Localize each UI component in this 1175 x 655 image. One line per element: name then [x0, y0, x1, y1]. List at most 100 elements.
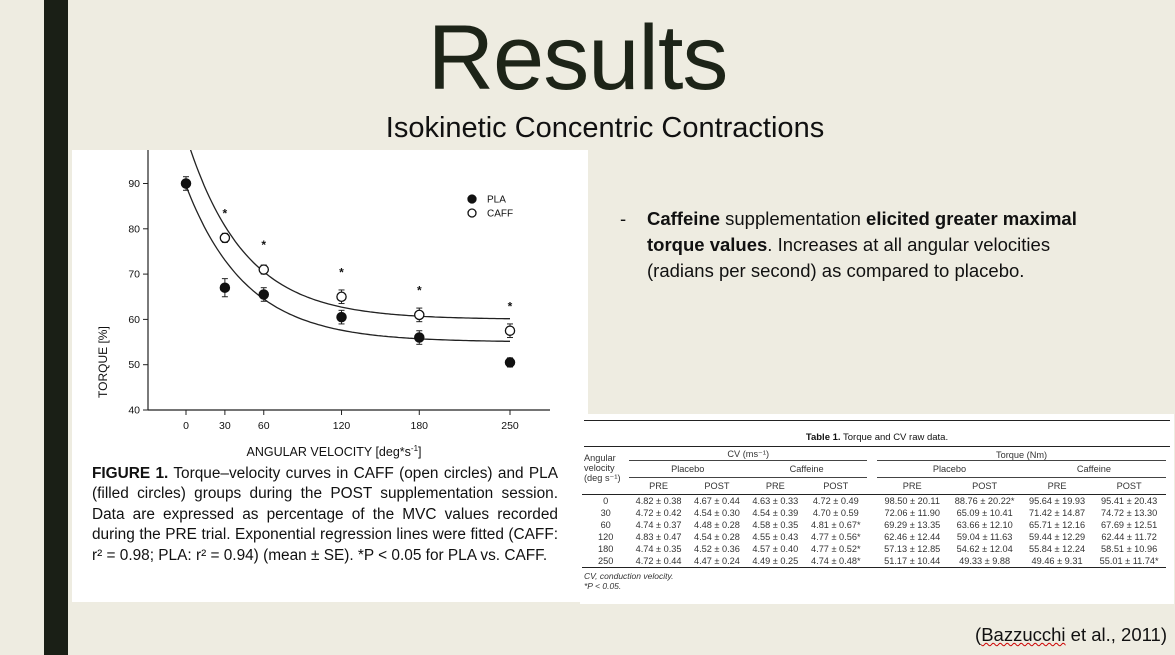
col-header-pre: PRE	[877, 477, 948, 495]
significance-star: *	[261, 238, 266, 252]
bullet-bold-elicited: elicited greater maximal torque values	[647, 208, 1077, 255]
value-cell: 4.82 ± 0.38	[635, 496, 682, 506]
value-cell: 51.17 ± 10.44	[877, 555, 948, 568]
y-tick-label: 80	[128, 223, 140, 235]
significance-star: *	[508, 299, 513, 313]
slide-title: Results	[427, 7, 729, 109]
fit-line-caff	[189, 150, 510, 320]
value-cell: 4.54 ± 0.39	[752, 508, 799, 518]
table-title: Table 1. Torque and CV raw data.	[584, 420, 1170, 447]
value-cell: 95.41 ± 20.43	[1101, 496, 1158, 506]
value-cell: 95.64 ± 19.93	[1029, 496, 1086, 506]
table-panel: Table 1. Torque and CV raw data. Angular…	[580, 414, 1174, 604]
velocity-cell: 60	[600, 520, 611, 530]
table-footnote: CV, conduction velocity. *P < 0.05.	[580, 571, 1174, 591]
value-cell: 4.52 ± 0.36	[693, 544, 740, 554]
table-row: 120 4.83 ± 0.47 4.54 ± 0.28 4.55 ± 0.43 4.77…	[582, 531, 1166, 543]
figure-caption-label: FIGURE 1.	[92, 465, 169, 482]
value-cell: 49.46 ± 9.31	[1021, 555, 1093, 568]
data-point-pla	[258, 289, 270, 300]
value-cell: 55.84 ± 12.24	[1029, 544, 1086, 554]
y-tick-label: 60	[128, 314, 140, 326]
value-cell: 55.01 ± 11.74*	[1092, 555, 1166, 568]
legend-marker-caff	[467, 208, 477, 218]
value-cell: 88.76 ± 20.22*	[954, 496, 1015, 506]
value-cell: 57.13 ± 12.85	[884, 544, 941, 554]
legend-label-caff: CAFF	[487, 209, 513, 220]
value-cell: 62.44 ± 11.72	[1101, 532, 1157, 542]
data-point-pla	[336, 311, 347, 323]
value-cell: 4.74 ± 0.37	[635, 520, 682, 530]
row-header-cell: Angular velocity (deg s⁻¹)	[582, 447, 630, 495]
data-point-pla	[414, 332, 425, 343]
figure-caption: FIGURE 1. Torque–velocity curves in CAFF…	[92, 464, 558, 566]
left-accent-bar	[44, 0, 68, 655]
subheader-torque-placebo: Placebo	[877, 460, 1022, 478]
x-tick-label: 60	[258, 420, 270, 432]
data-point-caff	[258, 264, 270, 275]
table-row: 60 4.74 ± 0.37 4.48 ± 0.28 4.58 ± 0.35 4.81 …	[582, 519, 1166, 531]
value-cell: 4.77 ± 0.52*	[811, 544, 861, 554]
value-cell: 98.50 ± 20.11	[884, 496, 940, 506]
slide-subtitle: Isokinetic Concentric Contractions	[385, 112, 825, 144]
col-header-pre: PRE	[746, 477, 805, 495]
x-tick-label: 180	[411, 420, 429, 432]
value-cell: 65.71 ± 12.16	[1029, 520, 1086, 530]
bullet-bold-caffeine: Caffeine	[647, 208, 720, 229]
table-row: 0 4.82 ± 0.38 4.67 ± 0.44 4.63 ± 0.33 4.72 ±…	[582, 495, 1166, 508]
significance-star: *	[417, 283, 422, 297]
value-cell: 4.83 ± 0.47	[635, 532, 682, 542]
torque-velocity-chart: 40506070809010011003060120180250 ****** …	[96, 150, 550, 459]
x-tick-label: 250	[501, 420, 519, 432]
value-cell: 59.04 ± 11.63	[956, 532, 1013, 542]
significance-star: *	[339, 265, 344, 279]
value-cell: 74.72 ± 13.30	[1101, 508, 1158, 518]
subheader-cv-caffeine: Caffeine	[746, 460, 868, 478]
citation-rest: et al., 2011)	[1065, 624, 1167, 645]
figure-panel: 40506070809010011003060120180250 ****** …	[72, 150, 588, 602]
data-point-pla	[219, 282, 231, 293]
value-cell: 4.48 ± 0.28	[693, 520, 740, 530]
velocity-cell: 0	[603, 496, 609, 506]
bullet-dash: -	[620, 208, 627, 229]
citation: (Bazzucchi et al., 2011)	[975, 624, 1167, 646]
row-header-line-1: Angular	[584, 453, 616, 463]
value-cell: 4.72 ± 0.44	[629, 555, 688, 568]
value-cell: 49.33 ± 9.88	[947, 555, 1022, 568]
value-cell: 4.63 ± 0.33	[752, 496, 799, 506]
data-point-pla	[504, 357, 516, 368]
value-cell: 67.69 ± 12.51	[1101, 520, 1158, 530]
value-cell: 62.46 ± 12.44	[884, 532, 941, 542]
subheader-cv-placebo: Placebo	[629, 460, 747, 478]
velocity-cell: 180	[598, 544, 614, 554]
value-cell: 4.81 ± 0.67*	[811, 520, 861, 530]
value-cell: 4.47 ± 0.24	[687, 555, 747, 568]
value-cell: 63.66 ± 12.10	[956, 520, 1013, 530]
bullet-text-2: . Increases at all angular velocities (r…	[647, 234, 1051, 281]
velocity-cell: 120	[598, 532, 614, 542]
value-cell: 4.55 ± 0.43	[752, 532, 799, 542]
value-cell: 4.77 ± 0.56*	[811, 532, 861, 542]
col-header-post: POST	[804, 477, 868, 495]
row-header-line-3: (deg s⁻¹)	[584, 473, 621, 483]
bullet-text-1: supplementation	[720, 208, 867, 229]
value-cell: 4.72 ± 0.49	[812, 496, 859, 506]
value-cell: 4.54 ± 0.30	[693, 508, 740, 518]
y-tick-label: 40	[128, 405, 140, 417]
value-cell: 4.67 ± 0.44	[693, 496, 740, 506]
row-header-line-2: velocity	[584, 463, 615, 473]
col-header-post: POST	[947, 477, 1022, 495]
data-point-caff	[219, 232, 231, 244]
x-tick-label: 0	[183, 420, 189, 432]
data-point-caff	[504, 325, 516, 336]
legend-label-pla: PLA	[487, 195, 506, 206]
table-row: 180 4.74 ± 0.35 4.52 ± 0.36 4.57 ± 0.40 4.77…	[582, 543, 1166, 555]
table-row: 250 4.72 ± 0.44 4.47 ± 0.24 4.49 ± 0.25 4.74…	[582, 555, 1166, 568]
value-cell: 4.72 ± 0.42	[635, 508, 682, 518]
value-cell: 65.09 ± 10.41	[956, 508, 1013, 518]
x-axis-label: ANGULAR VELOCITY [deg*s-1]	[246, 444, 421, 459]
table-title-label: Table 1.	[805, 432, 841, 443]
data-point-caff	[336, 291, 347, 302]
value-cell: 4.58 ± 0.35	[752, 520, 799, 530]
velocity-cell: 250	[582, 555, 630, 568]
